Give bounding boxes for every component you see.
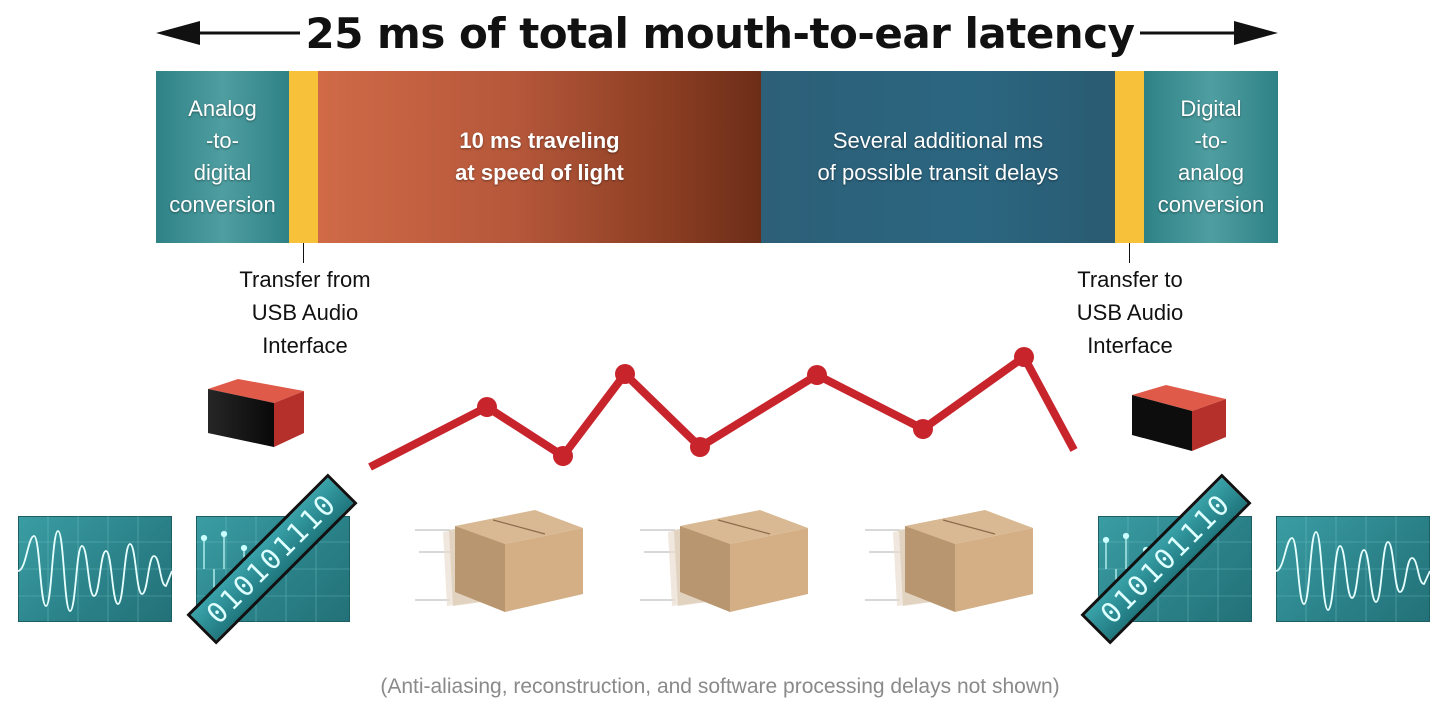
network-node	[615, 364, 635, 384]
packet-box-icon	[415, 510, 583, 612]
segment-transfer-from-interface	[289, 71, 318, 243]
packet-box-icon	[865, 510, 1033, 612]
segment-transit-delays-label: Several additional ms of possible transi…	[817, 128, 1059, 185]
analog-waveform-scope	[18, 516, 172, 622]
network-path-line	[368, 347, 1078, 471]
network-node	[1014, 347, 1034, 367]
network-node	[553, 446, 573, 466]
segment-speed-of-light-label: 10 ms traveling at speed of light	[455, 128, 624, 185]
usb-audio-interface-icon	[1132, 385, 1226, 451]
callout-tick-in	[303, 243, 304, 263]
callout-transfer-from: Transfer from USB Audio Interface	[239, 267, 371, 358]
packet-box-icon	[640, 510, 808, 612]
segment-analog-to-digital: Analog -to- digital conversion	[156, 71, 289, 243]
callout-tick-out	[1129, 243, 1130, 263]
callout-transfer-to: Transfer to USB Audio Interface	[1076, 267, 1184, 358]
segment-transit-delays: Several additional ms of possible transi…	[761, 71, 1115, 243]
footnote: (Anti-aliasing, reconstruction, and soft…	[380, 675, 1060, 698]
diagram-title: 25 ms of total mouth-to-ear latency	[300, 6, 1140, 62]
network-node	[913, 419, 933, 439]
usb-audio-interface-icon	[208, 379, 304, 447]
segment-analog-to-digital-label: Analog -to- digital conversion	[169, 96, 276, 217]
segment-transfer-to-interface	[1115, 71, 1144, 243]
network-node	[690, 437, 710, 457]
segment-speed-of-light: 10 ms traveling at speed of light	[318, 71, 761, 243]
segment-digital-to-analog-label: Digital -to- analog conversion	[1157, 96, 1265, 217]
network-node	[477, 397, 497, 417]
segment-digital-to-analog: Digital -to- analog conversion	[1144, 71, 1278, 243]
network-node	[807, 365, 827, 385]
analog-waveform-scope	[1276, 516, 1430, 622]
